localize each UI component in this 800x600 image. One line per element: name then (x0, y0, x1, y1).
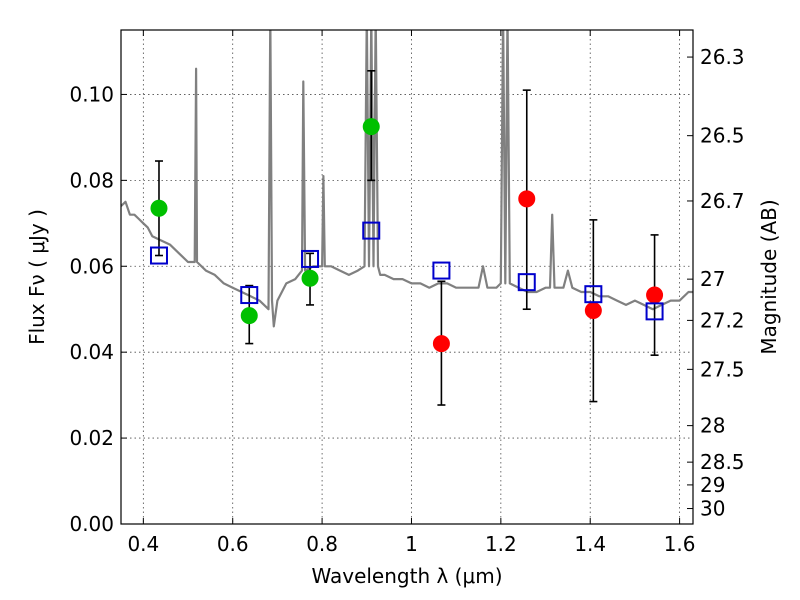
error-bars (154, 70, 659, 406)
right-tick-label: 28 (700, 414, 725, 438)
y-tick-label: 0.10 (69, 82, 114, 106)
model-flux-point (149, 246, 168, 265)
x-tick-label: 1 (405, 532, 418, 556)
data-point (518, 190, 536, 208)
grid-lines (121, 30, 693, 525)
y-tick-label: 0.04 (69, 340, 114, 364)
right-tick-label: 30 (700, 497, 725, 521)
data-point (301, 269, 319, 287)
model-flux-point (645, 302, 664, 321)
y-tick-label: 0.02 (69, 426, 114, 450)
model-spectrum-layer (121, 30, 693, 328)
x-tick-label: 0.8 (306, 532, 338, 556)
x-tick-label: 1.4 (574, 532, 606, 556)
y-tick-label: 0.08 (69, 168, 114, 192)
x-tick-label: 1.6 (664, 532, 696, 556)
model-flux-point (432, 261, 451, 280)
right-tick-label: 27.2 (700, 308, 745, 332)
x-tick-label: 0.6 (217, 532, 249, 556)
model-flux-point (362, 221, 381, 240)
data-markers (149, 118, 664, 353)
plot-frame (120, 29, 694, 525)
data-point (432, 335, 450, 353)
model-flux-point (584, 285, 603, 304)
data-point (646, 286, 664, 304)
x-tick-label: 0.4 (127, 532, 159, 556)
right-tick-label: 26.3 (700, 45, 745, 69)
data-point (584, 302, 602, 320)
x-axis-label: Wavelength λ (μm) (311, 564, 502, 588)
y-axis-label: Flux Fν ( μJy ) (25, 209, 49, 345)
right-axis-label: Magnitude (AB) (757, 199, 781, 354)
x-axis-ticks: 0.4 0.6 0.8 1 1.2 1.4 1.6 (127, 30, 696, 556)
data-point (362, 118, 380, 136)
y-axis-ticks: 0.00 0.02 0.04 0.06 0.08 0.10 (69, 82, 127, 536)
model-flux-point (517, 273, 536, 292)
model-flux-point (301, 249, 320, 268)
data-point (240, 307, 258, 325)
right-tick-label: 26.5 (700, 124, 745, 148)
data-point (150, 199, 168, 217)
right-tick-label: 29 (700, 473, 725, 497)
right-tick-label: 27.5 (700, 357, 745, 381)
model-flux-point (240, 286, 259, 305)
right-tick-label: 28.5 (700, 450, 745, 474)
x-tick-label: 1.2 (485, 532, 517, 556)
right-tick-label: 26.7 (700, 189, 745, 213)
y-tick-label: 0.00 (69, 512, 114, 536)
model-spectrum-line (121, 30, 693, 328)
right-tick-label: 27 (700, 267, 725, 291)
y-tick-label: 0.06 (69, 254, 114, 278)
